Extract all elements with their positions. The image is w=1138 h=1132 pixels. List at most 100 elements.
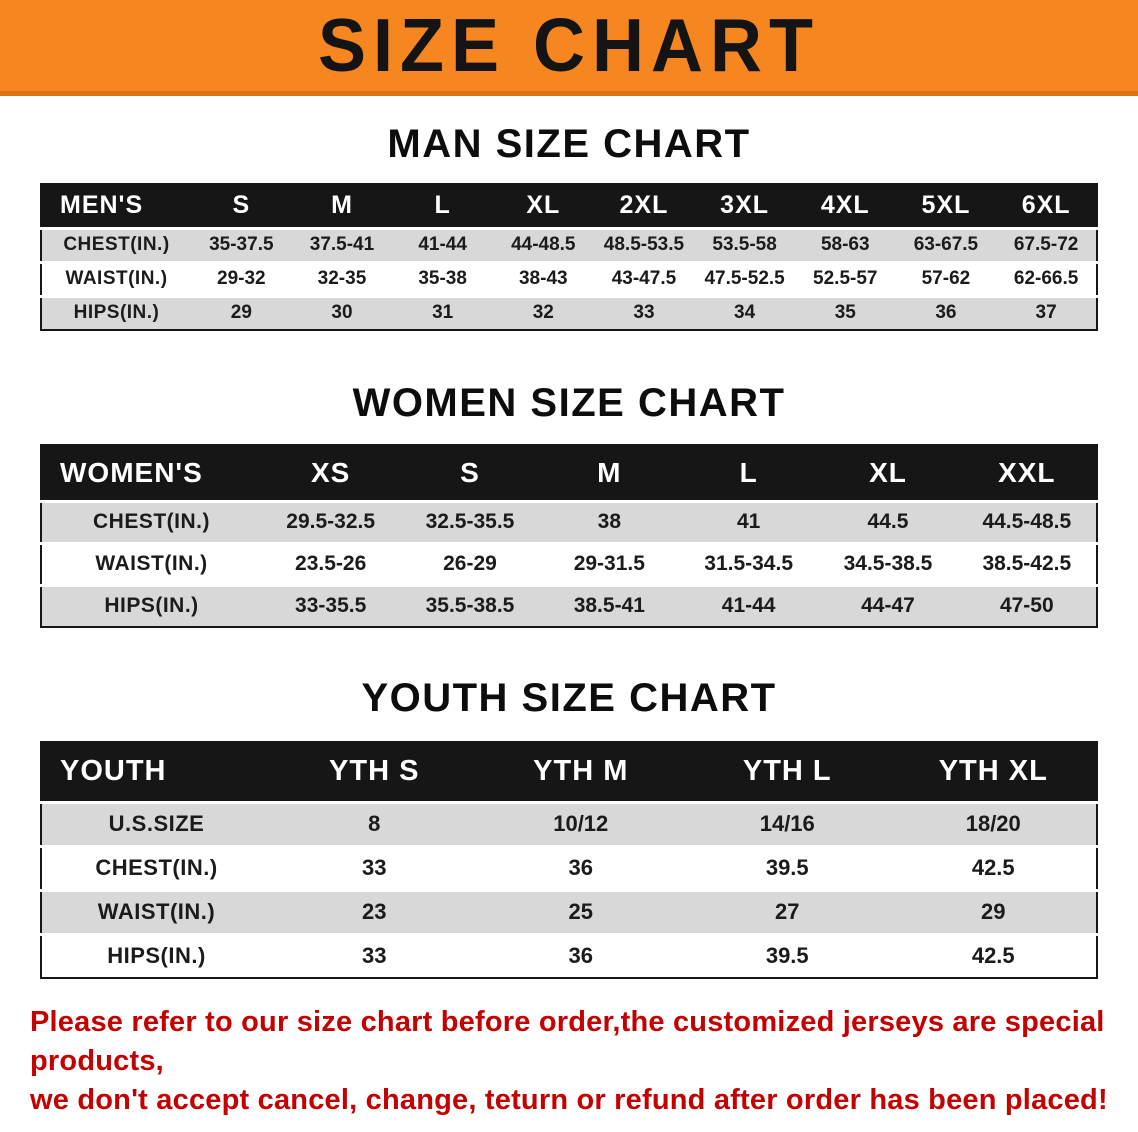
size-header-cell: YTH L (684, 742, 891, 802)
value-cell: 31 (432, 302, 454, 324)
women-size-table: WOMEN'S XS S M L XL XXL CHEST(IN.) 29.5-32.5 32.5… (40, 444, 1098, 628)
value-cell: 53.5-58 (712, 234, 777, 255)
value-cell: 29-32 (217, 268, 266, 289)
value-cell: 48.5-53.5 (603, 234, 685, 255)
size-header-cell: L (392, 184, 493, 228)
value-cell: 57-62 (921, 268, 971, 289)
value-cell: 47-50 (999, 594, 1054, 618)
row-label-cell: WAIST(IN.) (97, 899, 216, 924)
men-section-heading: MAN SIZE CHART (387, 122, 751, 166)
size-header-cell: M (539, 445, 679, 501)
table-row: CHEST(IN.) 33 36 39.5 42.5 (41, 846, 1097, 890)
value-cell: 14/16 (759, 811, 815, 836)
value-cell: 37 (1035, 302, 1057, 324)
table-row: CHEST(IN.) 29.5-32.5 32.5-35.5 38 41 44.5 44.5… (41, 501, 1097, 543)
value-cell: 38.5-41 (573, 594, 645, 618)
table-row: HIPS(IN.) 33 36 39.5 42.5 (41, 934, 1097, 978)
value-cell: 29-31.5 (573, 552, 645, 575)
value-cell: 10/12 (553, 811, 609, 836)
row-label-cell: CHEST(IN.) (95, 855, 218, 880)
value-cell: 31.5-34.5 (704, 552, 794, 575)
table-row: WAIST(IN.) 23 25 27 29 (41, 890, 1097, 934)
row-label-cell: HIPS(IN.) (73, 302, 160, 324)
value-cell: 38-43 (518, 268, 568, 289)
size-header-cell: 2XL (593, 184, 695, 228)
value-cell: 26-29 (443, 552, 497, 575)
value-cell: 35 (834, 302, 856, 324)
table-title-cell: MEN'S (41, 184, 191, 228)
value-cell: 36 (935, 302, 957, 324)
value-cell: 33 (362, 855, 387, 880)
value-cell: 38.5-42.5 (982, 552, 1072, 575)
value-cell: 39.5 (765, 855, 809, 880)
banner: SIZE CHART (0, 0, 1138, 96)
disclaimer: Please refer to our size chart before or… (0, 1003, 1138, 1120)
row-label-cell: CHEST(IN.) (63, 234, 170, 255)
size-header-cell: XL (818, 445, 958, 501)
value-cell: 18/20 (965, 811, 1021, 836)
value-cell: 34.5-38.5 (843, 552, 933, 575)
value-cell: 41 (736, 510, 761, 533)
value-cell: 38 (597, 510, 621, 533)
value-cell: 34 (734, 302, 756, 324)
size-header-cell: 5XL (895, 184, 997, 228)
value-cell: 23.5-26 (295, 552, 367, 575)
value-cell: 58-63 (820, 234, 870, 255)
size-header-cell: S (191, 184, 292, 228)
value-cell: 37.5-41 (309, 234, 375, 255)
row-label-cell: WAIST(IN.) (65, 268, 168, 289)
value-cell: 44-48.5 (511, 234, 576, 255)
value-cell: 47.5-52.5 (704, 268, 785, 289)
table-row: U.S.SIZE 8 10/12 14/16 18/20 (41, 802, 1097, 846)
value-cell: 35-37.5 (209, 234, 274, 255)
value-cell: 39.5 (765, 943, 809, 969)
women-section-heading: WOMEN SIZE CHART (352, 381, 786, 425)
row-label-cell: U.S.SIZE (108, 811, 205, 836)
table-header-row: YOUTH YTH S YTH M YTH L YTH XL (41, 742, 1097, 802)
size-header-cell: M (291, 184, 393, 228)
row-label-cell: HIPS(IN.) (104, 594, 199, 618)
size-header-cell: S (400, 445, 540, 501)
table-header-row: MEN'S S M L XL 2XL 3XL 4XL 5XL 6XL (41, 184, 1097, 228)
value-cell: 35.5-38.5 (425, 594, 515, 618)
value-cell: 25 (568, 899, 593, 924)
value-cell: 35-38 (418, 268, 467, 289)
value-cell: 29 (981, 899, 1006, 924)
size-header-cell: 3XL (694, 184, 795, 228)
value-cell: 43-47.5 (611, 268, 677, 289)
size-header-cell: YTH XL (890, 742, 1097, 802)
size-header-cell: YTH M (477, 742, 684, 802)
table-row: WAIST(IN.) 23.5-26 26-29 29-31.5 31.5-34.5 34… (41, 543, 1097, 585)
row-label-cell: CHEST(IN.) (93, 510, 210, 533)
table-header-row: WOMEN'S XS S M L XL XXL (41, 445, 1097, 501)
size-header-cell: L (678, 445, 819, 501)
table-row: WAIST(IN.) 29-32 32-35 35-38 38-43 43-47.5 47.… (41, 262, 1097, 296)
size-header-cell: XL (492, 184, 594, 228)
size-header-cell: XS (261, 445, 401, 501)
men-size-table: MEN'S S M L XL 2XL 3XL 4XL 5XL 6XL CHEST(IN.) 35-37… (40, 183, 1098, 331)
table-row: HIPS(IN.) 33-35.5 35.5-38.5 38.5-41 41-44 44-… (41, 585, 1097, 627)
value-cell: 44-47 (861, 594, 915, 618)
value-cell: 41-44 (721, 594, 776, 618)
value-cell: 8 (368, 811, 381, 836)
value-cell: 52.5-57 (813, 268, 878, 289)
youth-section-heading: YOUTH SIZE CHART (361, 676, 777, 720)
value-cell: 27 (775, 899, 800, 924)
size-header-cell: 6XL (996, 184, 1097, 228)
value-cell: 29.5-32.5 (286, 510, 376, 533)
value-cell: 62-66.5 (1013, 268, 1079, 289)
value-cell: 23 (362, 899, 387, 924)
disclaimer-line-2: we don't accept cancel, change, teturn o… (30, 1084, 1108, 1117)
table-row: HIPS(IN.) 29 30 31 32 33 34 35 36 37 (41, 296, 1097, 330)
size-header-cell: 4XL (794, 184, 896, 228)
row-label-cell: WAIST(IN.) (95, 552, 208, 575)
value-cell: 33 (362, 943, 387, 969)
value-cell: 36 (568, 943, 593, 969)
value-cell: 63-67.5 (913, 234, 979, 255)
value-cell: 44.5 (867, 510, 909, 533)
value-cell: 44.5-48.5 (982, 510, 1072, 533)
value-cell: 33 (633, 302, 655, 324)
value-cell: 29 (230, 302, 252, 324)
value-cell: 32-35 (317, 268, 367, 289)
